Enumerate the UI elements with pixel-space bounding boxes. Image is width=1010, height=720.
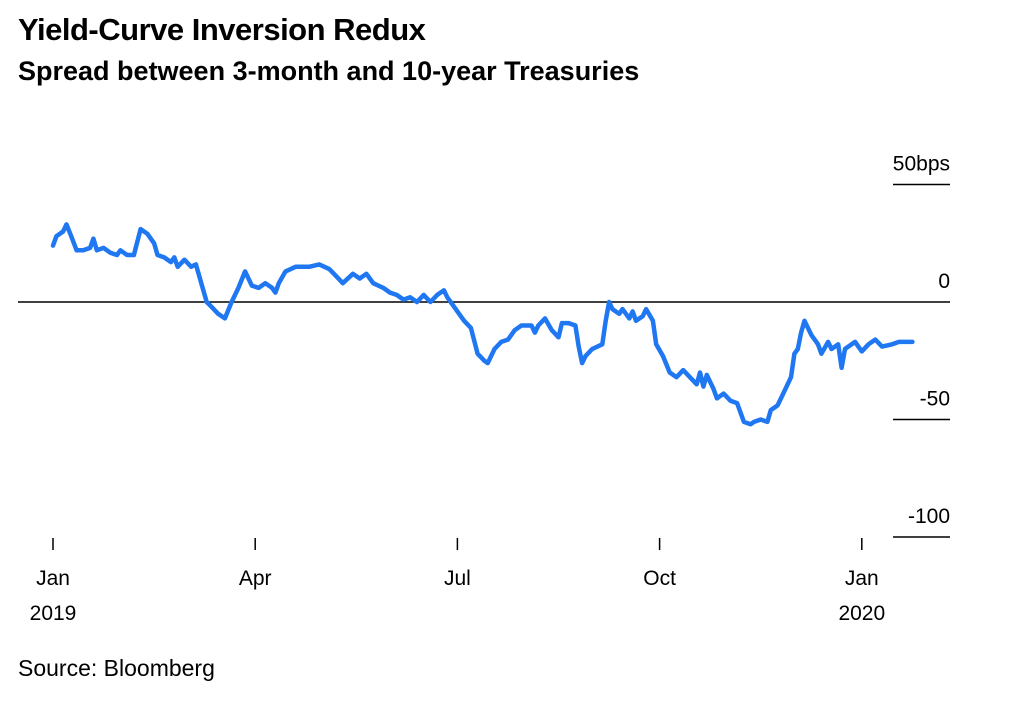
x-tick-label: Jul (444, 567, 471, 590)
y-tick-label: -100 (908, 505, 950, 528)
y-tick-label: -50 (920, 388, 950, 411)
series-group (50, 222, 915, 427)
y-tick-label: 50bps (893, 153, 950, 176)
chart-title: Yield-Curve Inversion Redux (18, 12, 426, 47)
chart-subtitle: Spread between 3-month and 10-year Treas… (18, 56, 640, 86)
x-tick-label: Jan (36, 567, 70, 590)
x-tick-label: Jan (845, 567, 879, 590)
chart-source: Source: Bloomberg (18, 655, 215, 681)
x-axis: Jan 2019 Apr Jul Oct Jan 2020 (30, 538, 885, 625)
y-axis: 50bps 0 -50 -100 (893, 153, 950, 538)
x-tick-label: Apr (239, 567, 272, 590)
x-tick-year-label: 2020 (838, 602, 885, 625)
series-line-spread (50, 222, 915, 427)
y-tick-label: 0 (938, 270, 950, 293)
x-tick-label: Oct (643, 567, 676, 590)
x-tick-year-label: 2019 (30, 602, 77, 625)
